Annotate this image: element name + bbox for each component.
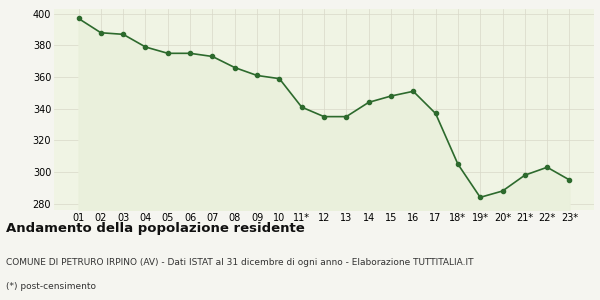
Text: (*) post-censimento: (*) post-censimento bbox=[6, 282, 96, 291]
Text: Andamento della popolazione residente: Andamento della popolazione residente bbox=[6, 222, 305, 235]
Text: COMUNE DI PETRURO IRPINO (AV) - Dati ISTAT al 31 dicembre di ogni anno - Elabora: COMUNE DI PETRURO IRPINO (AV) - Dati IST… bbox=[6, 258, 473, 267]
